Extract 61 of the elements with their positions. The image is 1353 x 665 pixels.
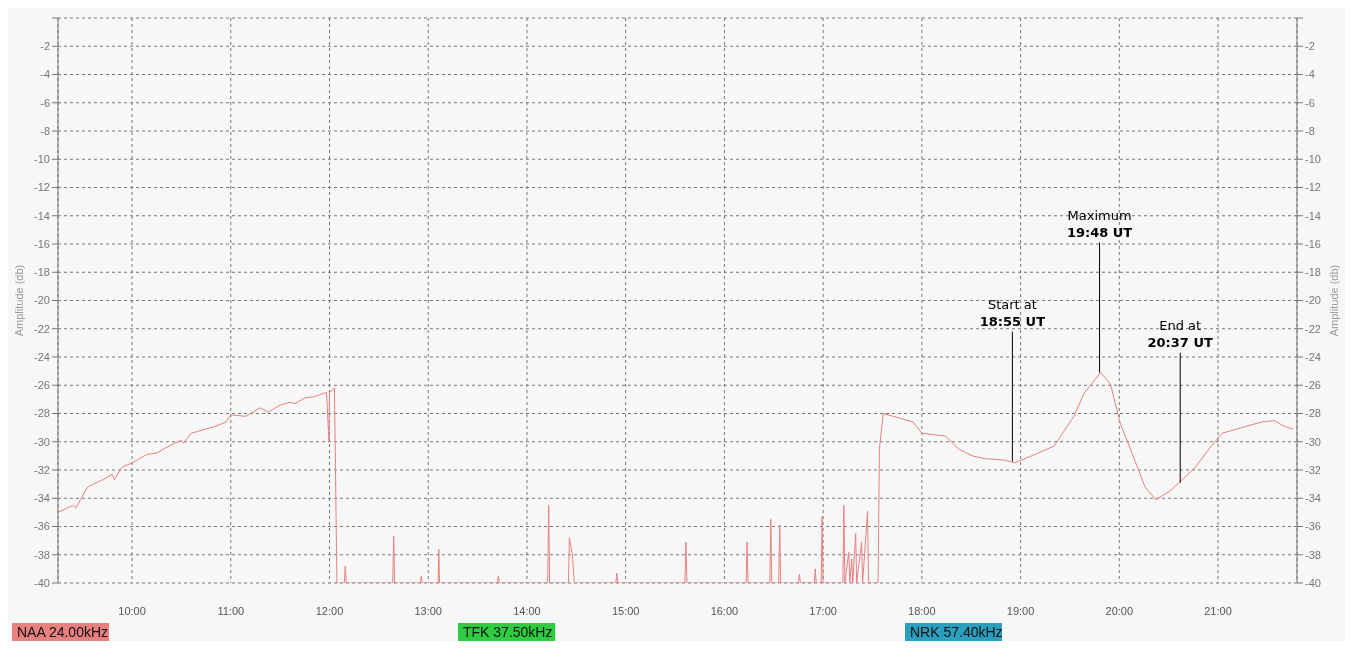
y2-tick-label: -26 — [1305, 379, 1321, 392]
x-tick-label: 16:00 — [710, 604, 739, 617]
y2-tick-label: -12 — [1305, 181, 1321, 194]
y2-tick-label: -8 — [1305, 124, 1315, 137]
y-tick-label: -22 — [34, 322, 50, 335]
line-series — [58, 372, 1294, 583]
x-tick-label: 12:00 — [315, 604, 344, 617]
y-tick-label: -26 — [34, 379, 50, 392]
y-tick-label: -10 — [34, 153, 50, 166]
y2-tick-label: -16 — [1305, 237, 1321, 250]
y2-tick-label: -30 — [1305, 435, 1321, 448]
x-tick-label: 20:00 — [1105, 604, 1134, 617]
x-tick-label: 11:00 — [217, 604, 245, 617]
x-tick-label: 15:00 — [611, 604, 640, 617]
y-tick-label: -30 — [34, 435, 50, 448]
legend-label: TFK 37.50kHz — [463, 624, 553, 640]
y-axis-title: Amplitude (db) — [12, 264, 25, 337]
y-tick-label: -18 — [34, 266, 50, 279]
y-tick-label: -38 — [34, 548, 50, 561]
y-tick-label: -20 — [34, 294, 50, 307]
y-tick-label: -28 — [34, 407, 50, 420]
annotation: End at 20:37 UT — [1147, 317, 1213, 350]
x-tick-label: 13:00 — [414, 604, 442, 617]
y2-tick-label: -32 — [1305, 463, 1321, 476]
y2-tick-label: -38 — [1305, 548, 1321, 561]
y2-tick-label: -22 — [1305, 322, 1321, 335]
y2-tick-label: -24 — [1305, 350, 1321, 363]
y-tick-label: -40 — [34, 576, 50, 589]
annotation: Maximum 19:48 UT — [1066, 207, 1133, 240]
y-tick-label: -32 — [34, 463, 50, 476]
y2-tick-label: -6 — [1305, 96, 1315, 109]
y-tick-label: -24 — [34, 350, 50, 363]
x-tick-label: 21:00 — [1204, 604, 1232, 617]
x-tick-label: 18:00 — [908, 604, 936, 617]
y-tick-label: -16 — [34, 237, 50, 250]
y2-tick-label: -2 — [1305, 40, 1315, 53]
y2-tick-label: -34 — [1305, 492, 1321, 505]
y2-tick-label: -20 — [1305, 294, 1321, 307]
x-tick-label: 19:00 — [1006, 604, 1035, 617]
y2-tick-label: -14 — [1305, 209, 1321, 222]
legend-label: NAA 24.00kHz — [17, 624, 109, 640]
y2-tick-label: -28 — [1305, 407, 1321, 420]
x-tick-label: 17:00 — [809, 604, 837, 617]
legend-label: NRK 57.40kHz — [909, 624, 1003, 640]
y-tick-label: -2 — [40, 40, 50, 53]
y2-tick-label: -36 — [1305, 520, 1321, 533]
y2-tick-label: -10 — [1305, 153, 1321, 166]
y2-tick-label: -4 — [1305, 68, 1315, 81]
y2-axis-title: Amplitude (db) — [1327, 264, 1340, 337]
x-tick-label: 10:00 — [118, 604, 146, 617]
y-tick-label: -36 — [34, 520, 50, 533]
x-tick-label: 14:00 — [513, 604, 541, 617]
annotation: Start at 18:55 UT — [979, 296, 1046, 329]
y-tick-label: -34 — [34, 492, 50, 505]
y2-tick-label: -40 — [1305, 576, 1321, 589]
y-tick-label: -8 — [40, 124, 50, 137]
y-tick-label: -4 — [40, 68, 50, 81]
y-tick-label: -12 — [34, 181, 50, 194]
y2-tick-label: -18 — [1305, 266, 1321, 279]
y-tick-label: -6 — [40, 96, 50, 109]
y-tick-label: -14 — [34, 209, 50, 222]
